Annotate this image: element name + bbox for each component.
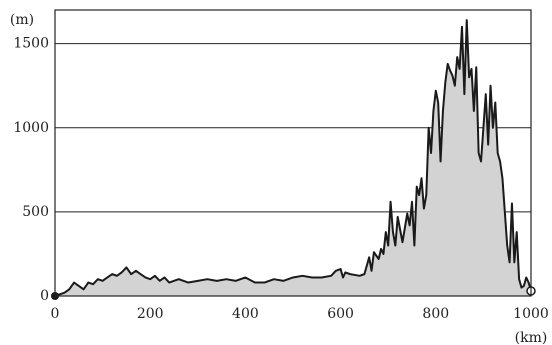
x-tick-label: 400: [232, 306, 259, 322]
y-tick-label: 500: [22, 204, 49, 220]
x-tick-label: 600: [327, 306, 354, 322]
x-tick-label: 0: [51, 306, 60, 322]
area-fill: [55, 20, 531, 297]
x-tick-label: 800: [422, 306, 449, 322]
plot-frame: [54, 9, 532, 297]
x-tick-label: 1000: [513, 306, 549, 322]
profile-line: [54, 19, 532, 297]
x-axis-label: (km): [515, 330, 548, 345]
y-tick-label: 0: [40, 288, 49, 304]
x-tick-label: 200: [137, 306, 164, 322]
y-tick-label: 1000: [13, 120, 49, 136]
y-tick-label: 1500: [13, 36, 49, 52]
y-axis-label: (m): [10, 12, 34, 28]
